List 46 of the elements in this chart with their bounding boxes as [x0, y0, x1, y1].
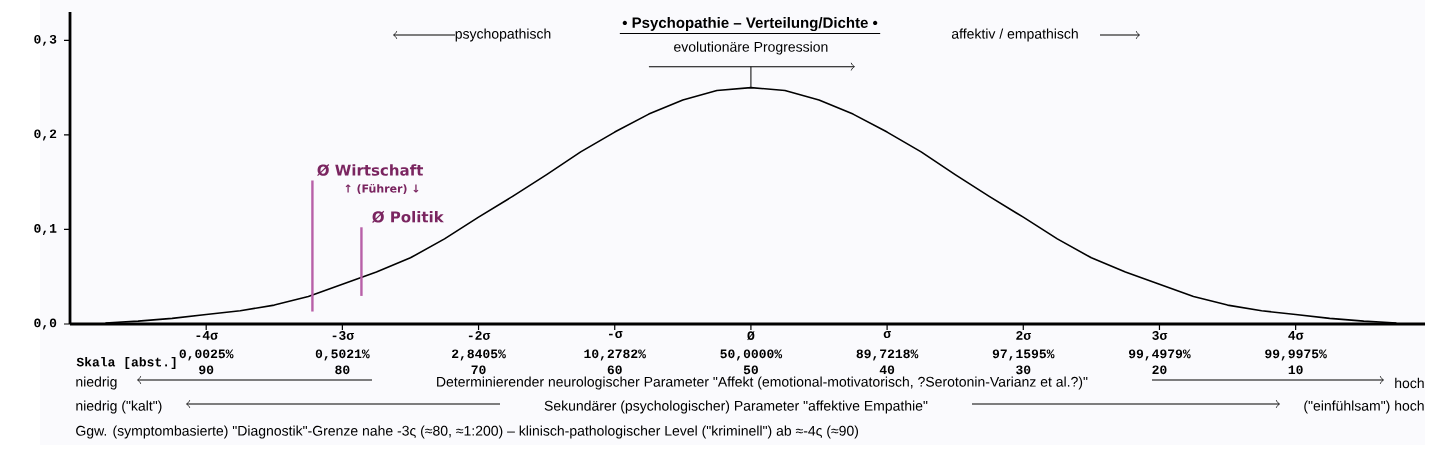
text: 99,9975%: [1265, 349, 1327, 361]
text: 0,0025%: [179, 349, 234, 361]
x-tick-label: Ø: [747, 331, 755, 341]
text: Ggw. (symptombasierte) "Diagnostik"-Grenze nahe -3ς (≈80, ≈1:200) – klinisch-pathologischer Level ("kriminell") ab ≈-4ς (≈90): [76, 425, 859, 439]
x-tick-label: 3σ: [1152, 331, 1168, 340]
text: 30: [1016, 365, 1031, 375]
x-tick-label: -3σ: [332, 331, 355, 340]
text: niedrig ("kalt"): [76, 400, 162, 414]
annotation: affektiv / empathisch: [951, 28, 1078, 42]
y-tick-label: 0,1: [34, 223, 57, 235]
y-tick-label: 0,2: [34, 129, 57, 141]
y-tick-label: 0,0: [34, 318, 57, 330]
text: ("einfühlsam") hoch: [1304, 400, 1424, 414]
text: Sekundärer (psychologischer) Parameter "affektive Empathie": [544, 400, 928, 414]
text: 97,1595%: [992, 349, 1055, 361]
chart-title: • Psychopathie – Verteilung/Dichte •: [622, 16, 878, 32]
text: hoch: [1395, 377, 1424, 389]
ref-line-label: Ø Politik: [372, 210, 444, 223]
annotation: evolutionäre Progression: [674, 41, 828, 55]
text: 99,4979%: [1128, 349, 1191, 361]
text: 0,5021%: [315, 349, 370, 361]
text: 2,8405%: [452, 349, 506, 361]
text: 10: [1288, 365, 1303, 375]
y-tick-label: 0,3: [34, 34, 57, 46]
text: 50,0000%: [720, 349, 783, 361]
x-tick-label: σ: [883, 331, 891, 339]
x-tick-label: -2σ: [468, 331, 491, 340]
annotation: psychopathisch: [455, 28, 551, 42]
x-tick-label: -4σ: [196, 331, 218, 340]
text: 70: [471, 365, 486, 375]
x-tick-label: 4σ: [1288, 331, 1304, 340]
ref-line-label: Ø Wirtschaft: [317, 164, 424, 177]
text: 40: [879, 365, 895, 375]
x-tick-label: -σ: [608, 331, 623, 339]
text: niedrig: [76, 376, 117, 390]
annotation: ↑ (Führer) ↓: [345, 184, 419, 194]
text: Determinierender neurologischer Parameter "Affekt (emotional-motivatorisch, ?Serotonin-Varianz et al.?)": [437, 376, 1088, 390]
text: 50: [743, 365, 758, 375]
text: 60: [607, 365, 622, 375]
text: 80: [335, 365, 350, 375]
text: 89,7218%: [856, 349, 919, 361]
x-tick-label: 2σ: [1016, 331, 1032, 340]
text: Skala [abst.]: [76, 356, 176, 370]
text: 20: [1152, 365, 1167, 375]
text: 90: [199, 365, 214, 375]
text: 10,2782%: [584, 349, 646, 361]
